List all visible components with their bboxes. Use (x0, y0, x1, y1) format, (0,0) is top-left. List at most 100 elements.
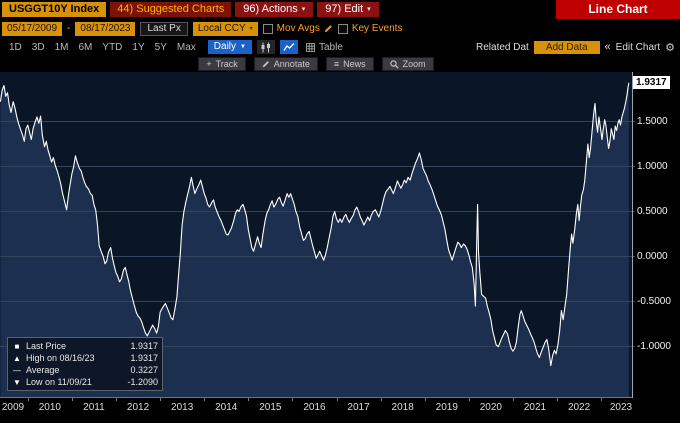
x-axis-tick (71, 398, 73, 401)
track-label: Track (215, 59, 238, 69)
price-chart-svg (0, 72, 635, 398)
zoom-button[interactable]: Zoom (381, 57, 434, 71)
legend-value: 1.9317 (130, 353, 158, 363)
x-axis-tick (27, 398, 29, 401)
x-axis-tick (557, 398, 559, 401)
price-field-dropdown[interactable]: Last Px (140, 21, 188, 36)
range-tab-6m[interactable]: 6M (78, 41, 93, 53)
x-axis-label: 2022 (567, 402, 591, 413)
series-marker-icon: ■ (14, 341, 20, 351)
related-data-label: Related Dat (476, 41, 529, 53)
high-marker-icon: ▲ (13, 353, 21, 363)
pencil-icon[interactable] (324, 24, 333, 33)
track-button[interactable]: + Track (198, 57, 246, 71)
x-axis-tick (380, 398, 382, 401)
low-marker-icon: ▼ (13, 377, 21, 387)
zoom-label: Zoom (402, 59, 426, 69)
x-axis-label: 2023 (609, 402, 633, 413)
x-axis-label: 2015 (259, 402, 282, 413)
news-button[interactable]: ≡ News (325, 57, 374, 71)
annotate-button[interactable]: Annotate (253, 57, 318, 71)
annotate-label: Annotate (273, 59, 310, 69)
range-tab-1d[interactable]: 1D (9, 41, 22, 53)
currency-label: Local CCY (197, 22, 246, 34)
screen-title: Line Chart (556, 0, 680, 19)
date-separator: - (67, 23, 71, 34)
x-axis-label: 2020 (479, 402, 502, 413)
range-tab-3d[interactable]: 3D (31, 41, 45, 53)
x-axis-tick (292, 398, 294, 401)
legend-row-low: ▼ Low on 11/09/21 -1.2090 (12, 376, 158, 388)
table-button[interactable]: Table (306, 42, 343, 53)
x-axis-label: 2009 (1, 402, 25, 413)
pencil-icon (262, 61, 269, 68)
chevron-down-icon: ▼ (240, 44, 246, 50)
chevron-down-icon: ▾ (367, 6, 371, 13)
top-menu-bar: USGGT10Y Index 44) Suggested Charts 96) … (0, 0, 680, 19)
edit-label: 97) Edit (325, 3, 364, 15)
x-axis-label: 2021 (523, 402, 547, 413)
x-axis-tick (601, 398, 603, 401)
gear-icon[interactable]: ⚙ (665, 41, 675, 54)
chart-toolbar: + Track Annotate ≡ News Zoom (0, 57, 632, 71)
range-tab-max[interactable]: Max (176, 41, 196, 53)
range-tabs: 1D 3D 1M 6M YTD 1Y 5Y Max (4, 42, 201, 53)
y-axis-label: -0.5000 (637, 295, 671, 307)
legend-row-high: ▲ High on 08/16/23 1.9317 (12, 352, 158, 364)
x-axis-tick (512, 398, 514, 401)
table-icon (306, 42, 315, 52)
range-tab-ytd[interactable]: YTD (102, 41, 123, 53)
table-label: Table (318, 41, 343, 53)
x-axis-label: 2010 (38, 402, 61, 413)
legend-label: High on 08/16/23 (26, 353, 95, 363)
last-price-tag: 1.9317 (633, 75, 670, 89)
news-icon: ≡ (333, 59, 340, 69)
candle-chart-button[interactable] (256, 40, 275, 54)
y-axis-label: -1.0000 (637, 340, 671, 352)
security-ticker-field[interactable]: USGGT10Y Index (2, 2, 107, 17)
zoom-icon (389, 59, 399, 69)
x-axis-tick (160, 398, 162, 401)
suggested-charts-menu[interactable]: 44) Suggested Charts (110, 2, 232, 17)
add-data-input[interactable]: Add Data (533, 40, 600, 54)
key-events-checkbox[interactable]: Key Events (337, 23, 403, 34)
chart-settings-bar: 05/17/2009 - 08/17/2023 Last Px Local CC… (0, 19, 680, 38)
average-marker-icon: — (13, 365, 21, 375)
key-events-label: Key Events (351, 23, 403, 34)
y-axis-label: 1.5000 (637, 115, 668, 127)
news-label: News (343, 59, 366, 69)
actions-label: 96) Actions (243, 3, 298, 15)
legend-value: -1.2090 (127, 377, 158, 387)
candlestick-icon (261, 42, 270, 52)
x-axis-tick (115, 398, 117, 401)
chevron-down-icon: ▾ (301, 6, 306, 13)
legend-row-average: — Average 0.3227 (12, 364, 158, 376)
y-axis-label: 1.0000 (637, 160, 668, 172)
end-date-field[interactable]: 08/17/2023 (75, 21, 136, 36)
currency-dropdown[interactable]: Local CCY ▾ (192, 21, 258, 36)
range-tab-1y[interactable]: 1Y (132, 41, 145, 53)
range-tab-5y[interactable]: 5Y (154, 41, 167, 53)
chart-area[interactable]: 1.5000 1.0000 0.5000 0.0000 -0.5000 -1.0000 1… (0, 72, 680, 398)
mov-avgs-label: Mov Avgs (276, 23, 320, 34)
plus-icon: + (206, 59, 212, 69)
range-tab-1m[interactable]: 1M (54, 41, 69, 53)
actions-menu[interactable]: 96) Actions ▾ (235, 2, 314, 17)
x-axis-tick (336, 398, 338, 401)
line-chart-button[interactable] (279, 40, 298, 54)
checkbox-icon (337, 23, 348, 34)
x-axis-tick (204, 398, 206, 401)
edit-menu[interactable]: 97) Edit ▾ (317, 2, 379, 17)
y-axis-label: 0.0000 (637, 250, 668, 262)
checkbox-icon (262, 23, 273, 34)
collapse-panel-button[interactable]: « (604, 41, 611, 53)
start-date-field[interactable]: 05/17/2009 (2, 21, 63, 36)
legend-label: Average (26, 365, 60, 375)
x-axis-label: 2017 (347, 402, 370, 413)
edit-chart-button[interactable]: Edit Chart (615, 41, 661, 53)
range-toolbar: 1D 3D 1M 6M YTD 1Y 5Y Max Daily ▼ Table Related… (0, 38, 680, 56)
mov-avgs-checkbox[interactable]: Mov Avgs (262, 23, 333, 34)
periodicity-dropdown[interactable]: Daily ▼ (207, 40, 252, 54)
x-axis-label: 2012 (126, 402, 150, 413)
